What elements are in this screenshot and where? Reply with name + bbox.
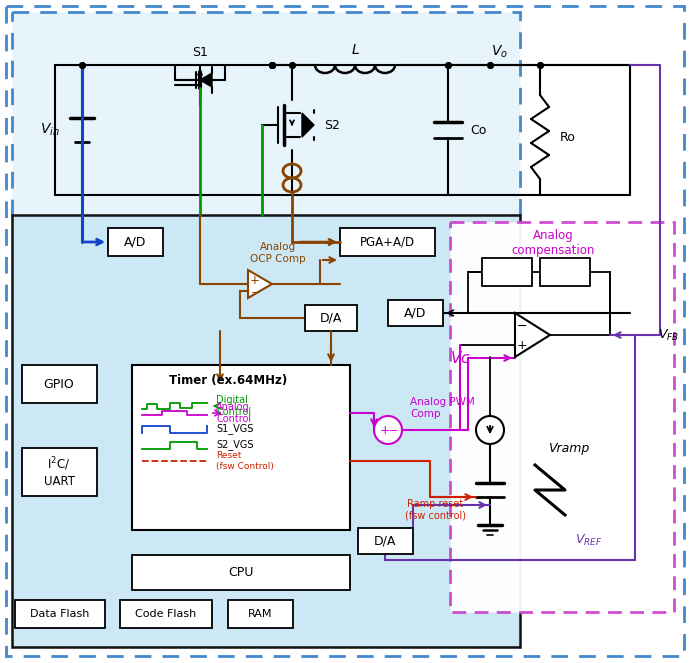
Text: I$^2$C/
UART: I$^2$C/ UART bbox=[43, 455, 75, 489]
Text: Timer (ex.64MHz): Timer (ex.64MHz) bbox=[169, 373, 287, 387]
Text: $-$: $-$ bbox=[250, 286, 260, 296]
Bar bbox=[450, 222, 674, 612]
Bar bbox=[132, 555, 350, 590]
Bar bbox=[108, 228, 163, 256]
Text: CPU: CPU bbox=[228, 566, 254, 579]
Text: GPIO: GPIO bbox=[43, 377, 75, 391]
Polygon shape bbox=[200, 73, 212, 87]
Bar bbox=[22, 448, 97, 496]
Text: S2: S2 bbox=[324, 119, 340, 131]
Text: $V_{in}$: $V_{in}$ bbox=[40, 122, 60, 138]
Bar bbox=[12, 12, 520, 217]
Text: A/D: A/D bbox=[124, 235, 146, 249]
Text: $V_{REF}$: $V_{REF}$ bbox=[575, 532, 602, 548]
Bar bbox=[12, 215, 520, 647]
Circle shape bbox=[374, 416, 402, 444]
Bar bbox=[358, 528, 413, 554]
Text: RAM: RAM bbox=[248, 609, 273, 619]
Text: Data Flash: Data Flash bbox=[30, 609, 90, 619]
Bar bbox=[120, 600, 212, 628]
Bar bbox=[388, 300, 443, 326]
Bar bbox=[305, 305, 357, 331]
Polygon shape bbox=[302, 113, 314, 137]
Polygon shape bbox=[248, 270, 272, 298]
Text: Co: Co bbox=[470, 123, 486, 137]
Text: S1: S1 bbox=[192, 46, 208, 58]
Text: Reset
(fsw Control): Reset (fsw Control) bbox=[216, 452, 274, 471]
Bar bbox=[15, 600, 105, 628]
Text: Digital
Control: Digital Control bbox=[216, 395, 251, 417]
Bar bbox=[132, 365, 350, 530]
Text: S2_VGS: S2_VGS bbox=[216, 440, 253, 450]
Text: Ramp reset
(fsw control): Ramp reset (fsw control) bbox=[404, 499, 466, 521]
Text: Analog PWM
Comp: Analog PWM Comp bbox=[410, 397, 475, 419]
Text: $-$: $-$ bbox=[516, 318, 528, 332]
Text: +: + bbox=[517, 339, 527, 351]
Text: S1_VGS: S1_VGS bbox=[216, 424, 253, 434]
Text: Analog
compensation: Analog compensation bbox=[511, 229, 595, 257]
Text: Analog
Control: Analog Control bbox=[216, 402, 251, 424]
Text: L: L bbox=[351, 43, 359, 57]
Bar bbox=[482, 258, 532, 286]
Bar bbox=[540, 258, 590, 286]
Text: $-$: $-$ bbox=[388, 424, 398, 434]
Text: $V_{FB}$: $V_{FB}$ bbox=[658, 328, 679, 343]
Text: A/D: A/D bbox=[404, 306, 426, 320]
Text: Analog
OCP Comp: Analog OCP Comp bbox=[250, 242, 306, 264]
Text: D/A: D/A bbox=[374, 534, 396, 548]
Text: Code Flash: Code Flash bbox=[135, 609, 197, 619]
Circle shape bbox=[476, 416, 504, 444]
Polygon shape bbox=[515, 313, 550, 357]
Text: Vramp: Vramp bbox=[548, 442, 589, 455]
Bar bbox=[228, 600, 293, 628]
Text: $Vc$: $Vc$ bbox=[450, 350, 471, 366]
Text: $V_o$: $V_o$ bbox=[491, 44, 509, 60]
Text: D/A: D/A bbox=[319, 312, 342, 324]
Bar bbox=[22, 365, 97, 403]
Bar bbox=[340, 228, 435, 256]
Text: +: + bbox=[250, 274, 260, 286]
Text: PGA+A/D: PGA+A/D bbox=[359, 235, 415, 249]
Text: +: + bbox=[380, 424, 391, 436]
Text: Ro: Ro bbox=[560, 131, 576, 143]
